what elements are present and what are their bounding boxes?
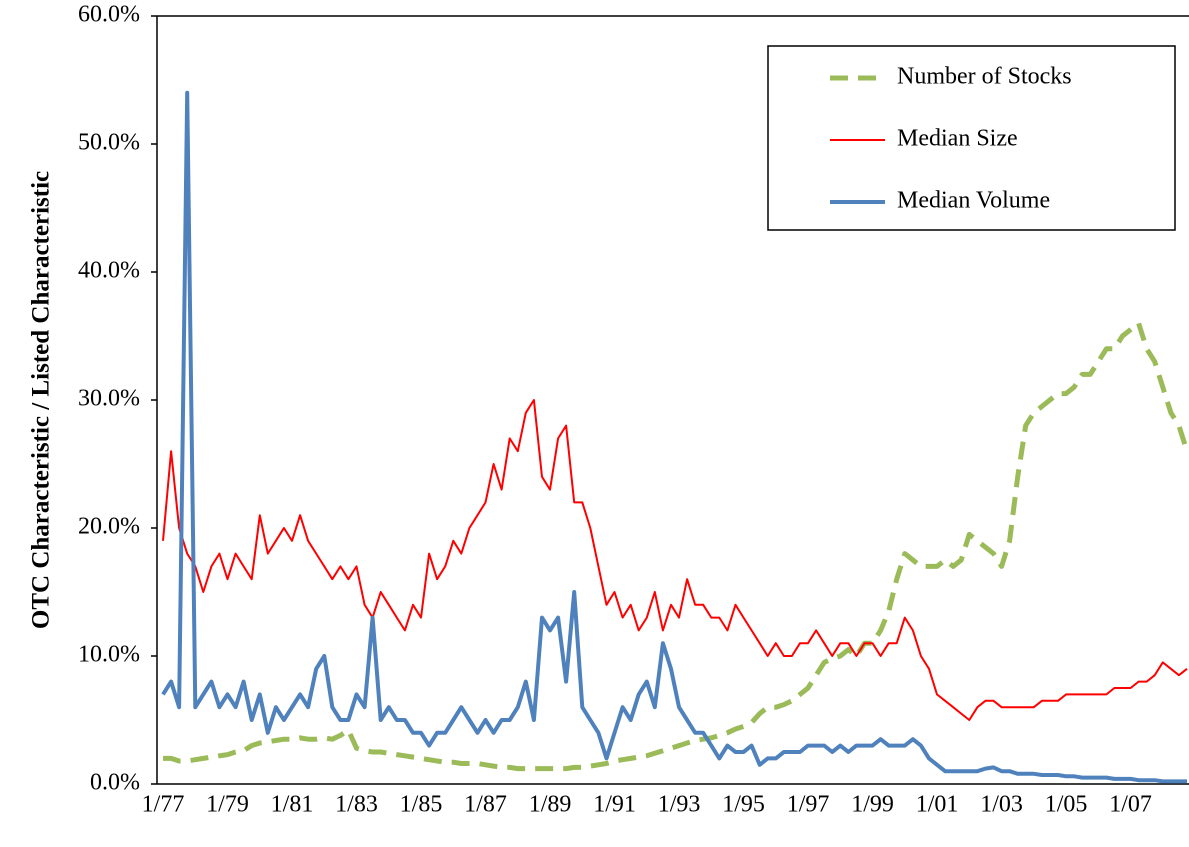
x-tick-label: 1/01 — [916, 792, 959, 818]
x-tick-label: 1/85 — [400, 792, 443, 818]
legend-label: Median Volume — [897, 188, 1050, 214]
x-tick-label: 1/05 — [1045, 792, 1088, 818]
x-tick-label: 1/79 — [206, 792, 249, 818]
y-tick-label: 40.0% — [78, 258, 140, 284]
x-tick-label: 1/97 — [787, 792, 830, 818]
y-tick-label: 60.0% — [78, 2, 140, 28]
legend-label: Median Size — [897, 126, 1018, 152]
y-axis-label: OTC Characteristic / Listed Characterist… — [28, 171, 55, 629]
series-line — [161, 90, 1187, 784]
x-tick-label: 1/83 — [335, 792, 378, 818]
x-tick-label: 1/95 — [722, 792, 765, 818]
y-tick-label: 0.0% — [90, 770, 140, 796]
series-line — [163, 320, 1189, 772]
x-tick-label: 1/77 — [142, 792, 185, 818]
x-tick-label: 1/93 — [658, 792, 701, 818]
x-tick-label: 1/99 — [851, 792, 894, 818]
x-tick-label: 1/89 — [529, 792, 572, 818]
x-tick-label: 1/81 — [271, 792, 314, 818]
x-tick-label: 1/91 — [593, 792, 636, 818]
y-tick-label: 30.0% — [78, 386, 140, 412]
x-tick-label: 1/07 — [1109, 792, 1152, 818]
x-tick-label: 1/87 — [464, 792, 507, 818]
legend-label: Number of Stocks — [897, 64, 1072, 90]
y-tick-label: 20.0% — [78, 514, 140, 540]
x-tick-label: 1/03 — [980, 792, 1023, 818]
series-line — [162, 399, 1188, 721]
y-tick-label: 50.0% — [78, 130, 140, 156]
y-tick-label: 10.0% — [78, 642, 140, 668]
